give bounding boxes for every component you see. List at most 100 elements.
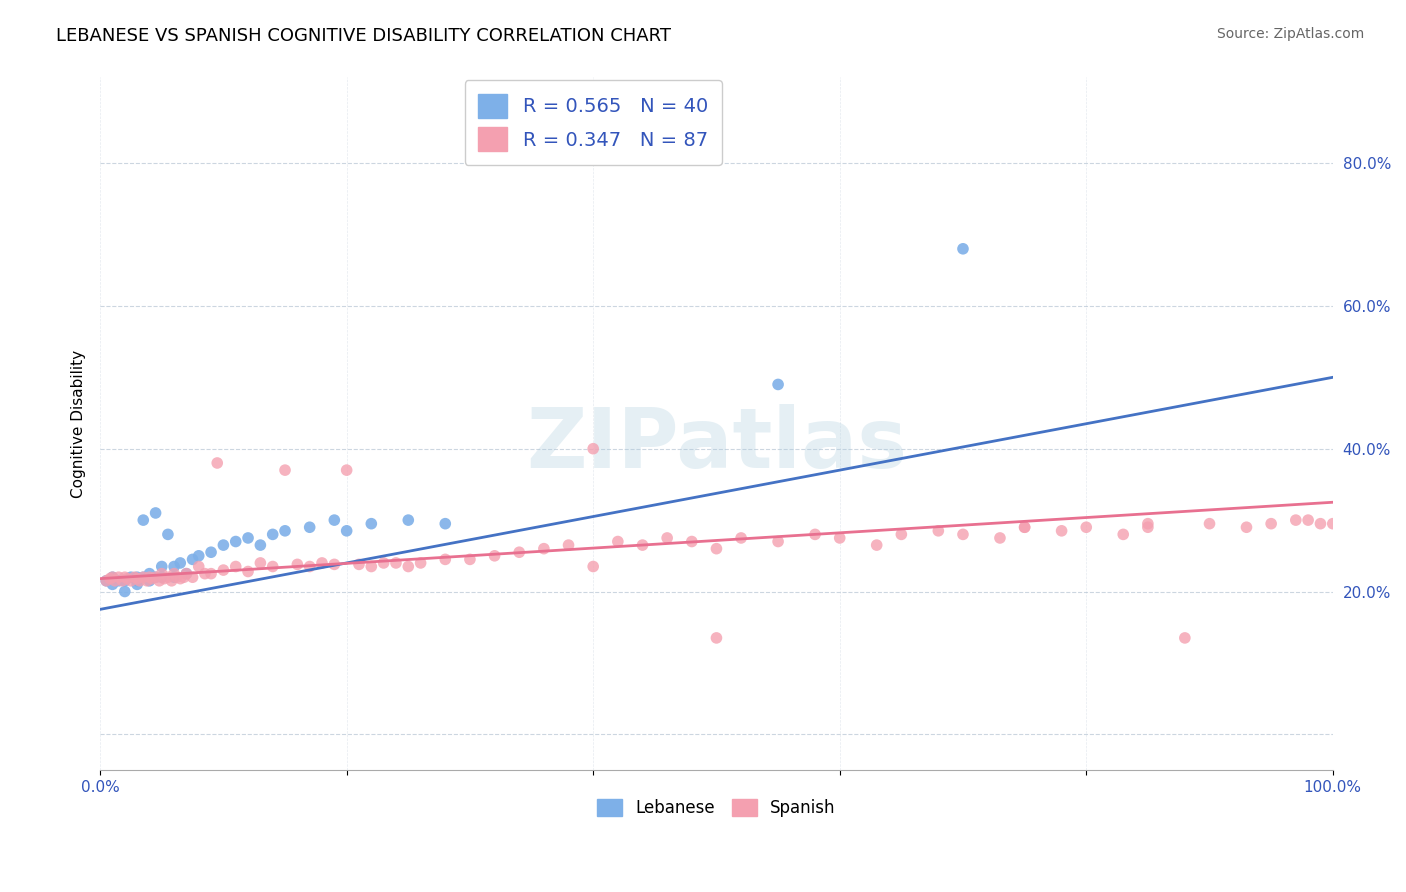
Point bbox=[132, 513, 155, 527]
Point bbox=[160, 574, 183, 588]
Point bbox=[1174, 631, 1197, 645]
Point bbox=[262, 559, 284, 574]
Point bbox=[156, 570, 179, 584]
Point bbox=[150, 559, 173, 574]
Point bbox=[766, 534, 789, 549]
Point bbox=[150, 566, 173, 581]
Point bbox=[96, 574, 118, 588]
Point bbox=[1296, 513, 1319, 527]
Point bbox=[127, 570, 149, 584]
Point bbox=[409, 556, 432, 570]
Point bbox=[458, 552, 481, 566]
Point bbox=[163, 566, 186, 581]
Point bbox=[101, 570, 124, 584]
Y-axis label: Cognitive Disability: Cognitive Disability bbox=[72, 350, 86, 498]
Point bbox=[828, 531, 851, 545]
Point bbox=[107, 574, 129, 588]
Point bbox=[336, 524, 359, 538]
Point bbox=[866, 538, 889, 552]
Point bbox=[127, 577, 149, 591]
Point bbox=[200, 566, 222, 581]
Point bbox=[176, 566, 198, 581]
Point bbox=[1236, 520, 1258, 534]
Point bbox=[114, 570, 136, 584]
Point bbox=[120, 570, 142, 584]
Point bbox=[145, 570, 167, 584]
Point bbox=[1076, 520, 1098, 534]
Point bbox=[187, 559, 209, 574]
Point bbox=[274, 463, 297, 477]
Point bbox=[173, 570, 195, 584]
Point bbox=[285, 558, 308, 572]
Point bbox=[298, 520, 321, 534]
Point bbox=[730, 531, 752, 545]
Point bbox=[890, 527, 912, 541]
Point bbox=[176, 566, 198, 581]
Point bbox=[138, 570, 160, 584]
Point bbox=[128, 574, 150, 588]
Point bbox=[148, 574, 170, 588]
Point bbox=[508, 545, 530, 559]
Point bbox=[98, 572, 121, 586]
Point bbox=[236, 531, 259, 545]
Point bbox=[706, 631, 728, 645]
Text: Source: ZipAtlas.com: Source: ZipAtlas.com bbox=[1216, 27, 1364, 41]
Point bbox=[927, 524, 949, 538]
Point bbox=[631, 538, 654, 552]
Point bbox=[163, 570, 186, 584]
Point bbox=[127, 574, 149, 588]
Point bbox=[396, 513, 419, 527]
Point bbox=[145, 506, 167, 520]
Point bbox=[117, 572, 139, 586]
Point bbox=[1050, 524, 1073, 538]
Point bbox=[181, 570, 204, 584]
Point bbox=[145, 570, 167, 584]
Point bbox=[114, 584, 136, 599]
Point bbox=[1260, 516, 1282, 531]
Text: LEBANESE VS SPANISH COGNITIVE DISABILITY CORRELATION CHART: LEBANESE VS SPANISH COGNITIVE DISABILITY… bbox=[56, 27, 671, 45]
Point bbox=[952, 242, 974, 256]
Point bbox=[360, 516, 382, 531]
Point bbox=[1014, 520, 1036, 534]
Point bbox=[194, 566, 217, 581]
Point bbox=[150, 570, 173, 584]
Point bbox=[153, 572, 176, 586]
Point bbox=[434, 552, 457, 566]
Point bbox=[657, 531, 679, 545]
Point bbox=[1136, 520, 1159, 534]
Point bbox=[212, 563, 235, 577]
Point bbox=[766, 377, 789, 392]
Point bbox=[360, 559, 382, 574]
Point bbox=[212, 538, 235, 552]
Point bbox=[101, 570, 124, 584]
Point bbox=[336, 463, 359, 477]
Point bbox=[396, 559, 419, 574]
Point bbox=[225, 534, 247, 549]
Point bbox=[582, 442, 605, 456]
Point bbox=[582, 559, 605, 574]
Point bbox=[274, 524, 297, 538]
Point bbox=[434, 516, 457, 531]
Point bbox=[484, 549, 506, 563]
Point bbox=[1285, 513, 1308, 527]
Point bbox=[236, 565, 259, 579]
Point bbox=[557, 538, 579, 552]
Point bbox=[138, 566, 160, 581]
Point bbox=[132, 570, 155, 584]
Point bbox=[114, 574, 136, 588]
Point bbox=[249, 538, 271, 552]
Point bbox=[1136, 516, 1159, 531]
Point bbox=[262, 527, 284, 541]
Point bbox=[169, 572, 191, 586]
Point bbox=[988, 531, 1011, 545]
Point bbox=[169, 556, 191, 570]
Point bbox=[107, 570, 129, 584]
Point bbox=[533, 541, 555, 556]
Point bbox=[225, 559, 247, 574]
Point bbox=[156, 527, 179, 541]
Point bbox=[166, 570, 188, 584]
Point bbox=[1322, 516, 1344, 531]
Point bbox=[104, 574, 127, 588]
Point bbox=[127, 572, 149, 586]
Point bbox=[132, 570, 155, 584]
